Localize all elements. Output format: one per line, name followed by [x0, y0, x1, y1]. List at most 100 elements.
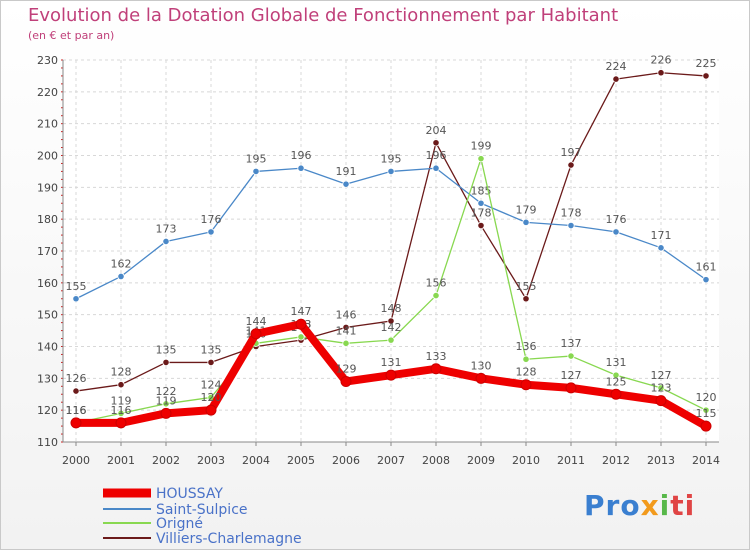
data-label: 225 [696, 57, 717, 70]
data-point [250, 328, 262, 340]
data-point [432, 139, 440, 147]
data-label: 162 [111, 257, 132, 270]
data-label: 155 [516, 280, 537, 293]
y-tick-label: 220 [37, 86, 58, 99]
data-point [430, 363, 442, 375]
data-label: 122 [156, 385, 177, 398]
data-label: 196 [426, 149, 447, 162]
data-label: 127 [561, 369, 582, 382]
data-label: 185 [471, 184, 492, 197]
data-label: 126 [66, 372, 87, 385]
y-tick-label: 180 [37, 213, 58, 226]
legend-label: Origné [156, 516, 203, 532]
data-point [522, 218, 530, 226]
data-label: 131 [381, 356, 402, 369]
data-point [657, 69, 665, 77]
data-point [655, 395, 667, 407]
y-tick-label: 200 [37, 150, 58, 163]
data-point [160, 407, 172, 419]
y-tick-label: 150 [37, 309, 58, 322]
data-label: 197 [561, 146, 582, 159]
data-point [387, 317, 395, 325]
data-label: 144 [246, 315, 267, 328]
x-tick-label: 2010 [512, 454, 540, 467]
data-label: 224 [606, 60, 627, 73]
data-label: 136 [516, 340, 537, 353]
data-label: 128 [111, 366, 132, 379]
data-label: 120 [201, 391, 222, 404]
data-label: 178 [561, 207, 582, 220]
legend-label: Villiers-Charlemagne [156, 531, 302, 547]
x-tick-label: 2001 [107, 454, 135, 467]
data-label: 137 [561, 337, 582, 350]
data-point [520, 379, 532, 391]
x-tick-label: 2014 [692, 454, 720, 467]
data-label: 199 [471, 140, 492, 153]
data-point [432, 291, 440, 300]
data-point [612, 75, 620, 83]
data-label: 120 [696, 391, 717, 404]
data-point [522, 295, 530, 303]
data-point [657, 244, 665, 252]
data-point [610, 388, 622, 400]
data-point [567, 352, 575, 360]
data-point [657, 384, 665, 392]
data-point [432, 164, 440, 172]
data-point [162, 237, 170, 246]
y-tick-label: 230 [37, 54, 58, 67]
data-point [70, 417, 82, 429]
y-tick-label: 130 [37, 372, 58, 385]
y-tick-label: 190 [37, 181, 58, 194]
data-label: 195 [246, 152, 267, 165]
data-point [702, 276, 710, 284]
y-tick-label: 120 [37, 404, 58, 417]
data-point [612, 228, 620, 236]
data-point [475, 372, 487, 384]
data-label: 135 [156, 343, 177, 356]
data-point [477, 221, 485, 230]
data-label: 116 [66, 404, 87, 417]
data-point [477, 155, 485, 163]
data-point [342, 323, 350, 331]
data-label: 119 [156, 394, 177, 407]
x-tick-label: 2004 [242, 454, 270, 467]
data-label: 195 [381, 152, 402, 165]
x-tick-label: 2012 [602, 454, 630, 467]
proxiti-logo: Proxiti [584, 489, 696, 522]
x-tick-label: 2005 [287, 454, 315, 467]
x-tick-label: 2003 [197, 454, 225, 467]
data-label: 142 [381, 321, 402, 334]
data-label: 156 [426, 277, 447, 290]
data-label: 128 [516, 366, 537, 379]
data-label: 173 [156, 222, 177, 235]
data-label: 155 [66, 280, 87, 293]
data-point [567, 161, 575, 169]
x-tick-label: 2008 [422, 454, 450, 467]
data-point [205, 404, 217, 416]
data-point [702, 72, 710, 80]
data-label: 115 [696, 407, 717, 420]
data-label: 178 [471, 207, 492, 220]
data-point [565, 382, 577, 394]
chart-title: Evolution de la Dotation Globale de Fonc… [28, 5, 619, 26]
data-point [72, 295, 80, 303]
data-point [207, 358, 215, 367]
data-point [387, 336, 395, 344]
x-tick-label: 2000 [62, 454, 90, 467]
data-label: 127 [651, 369, 672, 382]
data-point [297, 333, 305, 341]
data-label: 130 [471, 359, 492, 372]
data-label: 119 [111, 394, 132, 407]
data-point [117, 272, 125, 281]
data-label: 124 [201, 378, 222, 391]
data-label: 135 [201, 343, 222, 356]
data-point [522, 355, 530, 363]
data-label: 196 [291, 149, 312, 162]
data-point [702, 406, 710, 414]
chart-subtitle: (en € et par an) [28, 29, 115, 42]
x-tick-label: 2007 [377, 454, 405, 467]
data-point [207, 228, 215, 236]
y-tick-label: 160 [37, 277, 58, 290]
data-label: 123 [651, 382, 672, 395]
